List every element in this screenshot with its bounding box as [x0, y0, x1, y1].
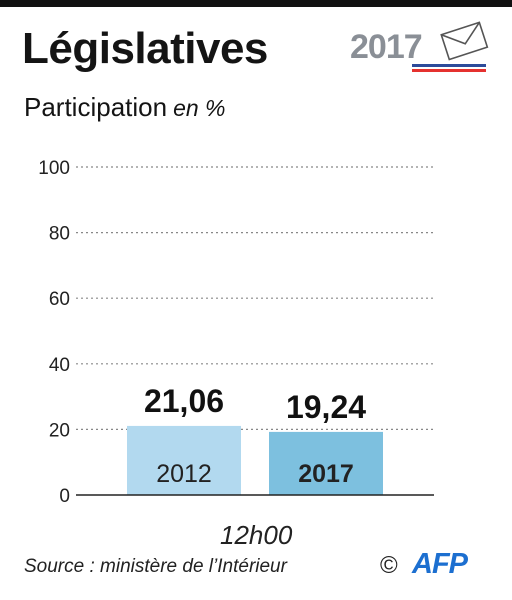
- category-label-2017: 2017: [298, 460, 354, 488]
- copyright-symbol: ©: [380, 552, 398, 579]
- bar-2012: [127, 425, 241, 495]
- value-label-2017: 19,24: [286, 389, 366, 425]
- bar-2017: [269, 431, 383, 495]
- y-tick-label: 0: [59, 486, 70, 507]
- y-tick-label: 20: [49, 420, 70, 441]
- category-label-2012: 2012: [156, 460, 212, 488]
- y-tick-label: 100: [38, 158, 70, 179]
- x-axis-caption: 12h00: [220, 520, 293, 550]
- bars: 21,06 2012 19,24 2017: [127, 383, 383, 495]
- election-2017-logo: 2017: [350, 20, 490, 76]
- value-label-2012: 21,06: [144, 383, 224, 419]
- unit-label: en %: [173, 95, 226, 121]
- y-tick-label: 40: [49, 355, 70, 376]
- y-axis-ticks: 0 20 40 60 80 100: [38, 158, 70, 507]
- y-tick-label: 60: [49, 289, 70, 310]
- chart-subtitle: Participation en %: [24, 92, 226, 123]
- bar-chart: 0 20 40 60 80 100 21,06 2012 19,24 2017: [38, 158, 434, 507]
- y-tick-label: 80: [49, 224, 70, 245]
- source-note: Source : ministère de l’Intérieur: [24, 556, 287, 577]
- ballot-envelope-icon: [412, 21, 489, 72]
- afp-logo: AFP: [412, 548, 468, 580]
- subtitle-text: Participation: [24, 92, 168, 122]
- gridlines: [76, 166, 434, 430]
- page-title: Législatives: [22, 24, 268, 73]
- top-rule: [0, 0, 512, 7]
- logo-year: 2017: [350, 28, 423, 66]
